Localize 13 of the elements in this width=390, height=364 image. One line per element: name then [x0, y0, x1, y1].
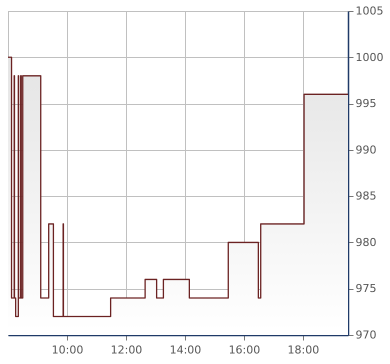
- y-tick-label: 980: [356, 236, 376, 249]
- y-tick-label: 1000: [356, 50, 384, 64]
- x-tick-label: 16:00: [228, 344, 260, 356]
- x-tick-label: 14:00: [170, 344, 202, 356]
- y-tick-label: 985: [356, 190, 376, 203]
- y-tick-label: 995: [356, 97, 376, 110]
- x-tick-label: 18:00: [288, 344, 320, 356]
- x-tick-label: 10:00: [52, 344, 84, 356]
- y-tick-label: 990: [356, 143, 376, 156]
- x-tick-label: 12:00: [110, 344, 142, 356]
- y-tick-label: 1005: [356, 4, 384, 18]
- y-tick-label: 970: [356, 328, 376, 342]
- y-tick-label: 975: [356, 282, 376, 296]
